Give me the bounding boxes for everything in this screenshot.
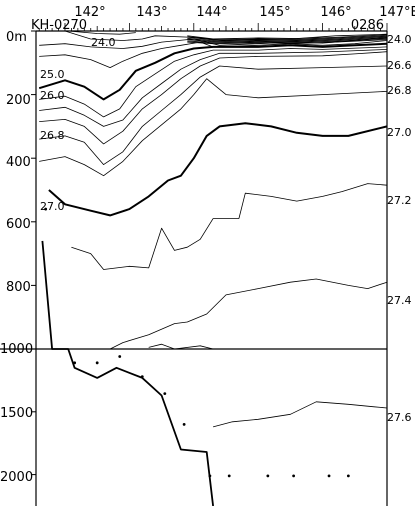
station-markers [44, 207, 350, 478]
contour-label-27-0-left: 27.0 [40, 200, 65, 213]
x-tick-label-144: 144° [196, 5, 227, 20]
station-end-label: 0286 [351, 18, 384, 33]
contour-label-26-8-left: 26.8 [40, 129, 65, 142]
y-tick-labels: 0m 200 400 600 800 1000 1500 2000 [0, 30, 33, 485]
contour-26-4 [39, 49, 388, 127]
x-tick-label-145: 145° [259, 5, 290, 20]
bottom-topography [41, 240, 214, 506]
contour-27-2b [71, 218, 239, 270]
contour-26-0 [38, 42, 388, 101]
bottom-line [41, 240, 214, 506]
contour-label-27-0-right: 27.0 [387, 126, 412, 139]
contour-27-2 [238, 183, 388, 219]
station-point [73, 361, 77, 365]
contour-surface-band [187, 36, 388, 42]
y-tick-label-600: 600 [6, 217, 31, 232]
x-tick-labels: 142° 143° 144° 145° 146° 147°E [74, 5, 415, 20]
contour-26-6 [39, 51, 388, 145]
station-point [118, 355, 122, 358]
station-point [292, 474, 296, 478]
station-point [182, 422, 186, 426]
contour-27-6 [212, 401, 388, 428]
contour-label-27-4: 27.4 [387, 294, 412, 307]
contour-label-26-8-right: 26.8 [387, 84, 412, 97]
station-start-label: KH-0270 [31, 18, 87, 33]
y-tick-label-800: 800 [6, 280, 31, 295]
plot-frame [0, 30, 388, 506]
y-tick-label-1500: 1500 [0, 406, 33, 421]
station-point [140, 375, 144, 379]
x-tick-label-146: 146° [320, 5, 351, 20]
contour-surface-band [187, 37, 388, 43]
contour-surface-band [187, 39, 388, 45]
x-tick-label-147: 147°E [379, 5, 415, 20]
y-tick-label-2000: 2000 [0, 470, 33, 485]
contour-26-2 [39, 46, 388, 118]
contour-26-9 [39, 78, 388, 177]
contour-27-4 [109, 278, 388, 350]
station-point [227, 474, 231, 478]
contour-label-27-6: 27.6 [387, 411, 412, 424]
contour-label-26-6: 26.6 [387, 59, 412, 72]
y-tick-label-1000: 1000 [0, 342, 33, 357]
station-point [95, 361, 99, 365]
contour-surface-band [187, 34, 388, 40]
contour-24-5 [64, 30, 388, 41]
contour-surface-band [187, 35, 388, 41]
contour-25-5 [39, 40, 388, 68]
station-point [208, 474, 212, 478]
station-point [346, 474, 350, 478]
isopycnal-contours [38, 30, 388, 428]
station-point [327, 474, 331, 478]
x-tick-label-143: 143° [136, 5, 167, 20]
x-tick-label-142: 142° [74, 5, 105, 20]
contour-labels: 24.0 24.0 25.0 26.0 26.6 26.8 26.8 27.0 … [40, 33, 412, 424]
contour-26-8 [39, 65, 388, 165]
top-axis-ticks [38, 23, 388, 31]
contour-label-25-0: 25.0 [40, 68, 65, 81]
station-point [44, 207, 48, 211]
contour-27-5 [174, 345, 214, 350]
contour-label-24-0-right: 24.0 [387, 33, 412, 46]
contour-24-0 [68, 30, 136, 35]
contour-label-26-0: 26.0 [40, 89, 65, 102]
contour-27-4b [148, 343, 175, 350]
contour-label-27-2: 27.2 [387, 194, 412, 207]
contour-surface-band [187, 38, 388, 44]
y-tick-label-400: 400 [6, 155, 31, 170]
y-tick-label-0: 0m [6, 30, 27, 45]
contour-label-24-0-top: 24.0 [91, 36, 116, 49]
y-tick-label-200: 200 [6, 93, 31, 108]
station-point [266, 474, 270, 478]
station-point [163, 392, 167, 395]
contour-27-0 [48, 122, 388, 217]
